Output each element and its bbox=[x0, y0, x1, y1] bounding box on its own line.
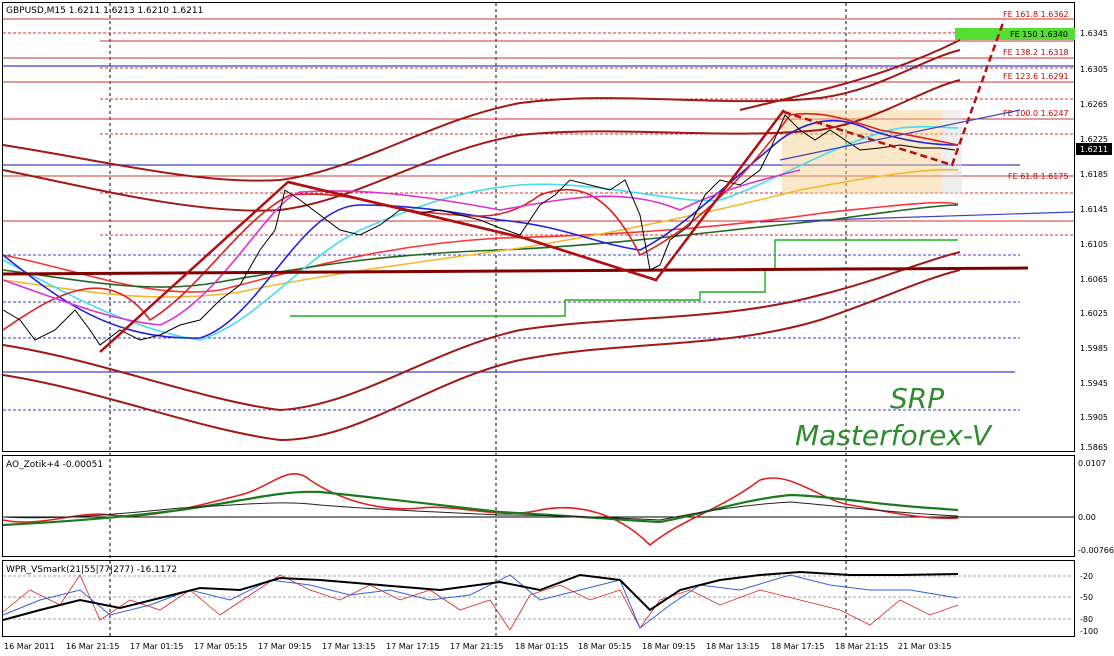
support-line bbox=[2, 266, 1029, 276]
time-label: 18 Mar 13:15 bbox=[706, 642, 759, 651]
time-label: 17 Mar 01:15 bbox=[130, 642, 183, 651]
time-label: 21 Mar 03:15 bbox=[898, 642, 951, 651]
watermark-line2: Masterforex-V bbox=[795, 419, 993, 452]
trailing-stop-line bbox=[290, 239, 958, 317]
price-label: 1.5865 bbox=[1080, 443, 1108, 452]
price-label: 1.6025 bbox=[1080, 309, 1108, 318]
fib-label-150: FE 150 1.6340 bbox=[1010, 30, 1068, 39]
wpr-axis-label: -20 bbox=[1080, 572, 1093, 581]
wpr-axis-label: -100 bbox=[1080, 627, 1098, 636]
time-label: 16 Mar 21:15 bbox=[66, 642, 119, 651]
time-label: 17 Mar 05:15 bbox=[194, 642, 247, 651]
wpr-axis: -20 -50 -80 -100 bbox=[1080, 572, 1098, 636]
fib-lines bbox=[3, 18, 1074, 411]
target-zone-box bbox=[782, 110, 942, 194]
price-label: 1.6305 bbox=[1080, 65, 1108, 74]
price-series bbox=[2, 114, 956, 346]
ao-series bbox=[2, 473, 959, 547]
wpr-axis-label: -80 bbox=[1080, 615, 1093, 624]
day-separators bbox=[109, 3, 847, 636]
price-label: 1.5905 bbox=[1080, 413, 1108, 422]
time-label: 18 Mar 17:15 bbox=[771, 642, 824, 651]
ao-axis: 0.0107 0.00 -0.00766 bbox=[1078, 459, 1114, 555]
time-label: 18 Mar 05:15 bbox=[578, 642, 631, 651]
price-label: 1.6105 bbox=[1080, 240, 1108, 249]
price-label: 1.6065 bbox=[1080, 275, 1108, 284]
symbol-header: GBPUSD,M15 1.6211 1.6213 1.6210 1.6211 bbox=[6, 6, 203, 16]
price-label: 1.5945 bbox=[1080, 379, 1108, 388]
current-price-badge bbox=[1076, 143, 1112, 155]
time-axis: 16 Mar 2011 16 Mar 21:15 17 Mar 01:15 17… bbox=[4, 642, 951, 651]
time-label: 17 Mar 13:15 bbox=[322, 642, 375, 651]
time-label: 17 Mar 21:15 bbox=[450, 642, 503, 651]
wpr-indicator-panel[interactable] bbox=[2, 560, 1075, 637]
trendline bbox=[779, 109, 1021, 161]
watermark-line1: SRP bbox=[890, 382, 944, 415]
time-label: 18 Mar 09:15 bbox=[642, 642, 695, 651]
wpr-series bbox=[2, 570, 959, 631]
fib-label-100: FE 100.0 1.6247 bbox=[1003, 109, 1069, 118]
ao-indicator-panel[interactable] bbox=[2, 455, 1075, 557]
ao-axis-label: -0.00766 bbox=[1078, 546, 1114, 555]
time-label: 18 Mar 21:15 bbox=[835, 642, 888, 651]
time-label: 16 Mar 2011 bbox=[4, 642, 55, 651]
envelope-bands bbox=[2, 39, 961, 442]
fe150-highlight bbox=[955, 28, 1075, 40]
time-label: 18 Mar 01:15 bbox=[515, 642, 568, 651]
time-label: 17 Mar 17:15 bbox=[386, 642, 439, 651]
ao-axis-label: 0.00 bbox=[1078, 513, 1096, 522]
ao-axis-label: 0.0107 bbox=[1078, 459, 1106, 468]
ao-label: AO_Zotik+4 -0.00051 bbox=[6, 460, 103, 470]
current-price: 1.6211 bbox=[1080, 145, 1108, 154]
fib-label-123: FE 123.6 1.6291 bbox=[1003, 72, 1069, 81]
fib-label-161: FE 161.8 1.6362 bbox=[1003, 10, 1069, 19]
projected-path bbox=[783, 19, 1006, 167]
time-label: 17 Mar 09:15 bbox=[258, 642, 311, 651]
price-axis: 1.6345 1.6305 1.6265 1.6225 1.6185 1.614… bbox=[1080, 29, 1108, 452]
price-label: 1.6225 bbox=[1080, 135, 1108, 144]
wpr-axis-label: -50 bbox=[1080, 593, 1093, 602]
price-label: 1.6145 bbox=[1080, 205, 1108, 214]
moving-averages bbox=[2, 112, 959, 341]
price-label: 1.6185 bbox=[1080, 170, 1108, 179]
wpr-label: WPR_VSmark(21|55|77|277) -16.1172 bbox=[6, 565, 177, 575]
fib-label-61: FE 61.8 1.6175 bbox=[1008, 172, 1069, 181]
main-chart-panel[interactable] bbox=[2, 2, 1075, 452]
fib-label-138: FE 138.2 1.6318 bbox=[1003, 48, 1069, 57]
price-label: 1.5985 bbox=[1080, 344, 1108, 353]
price-label: 1.6345 bbox=[1080, 29, 1108, 38]
price-label: 1.6265 bbox=[1080, 100, 1108, 109]
